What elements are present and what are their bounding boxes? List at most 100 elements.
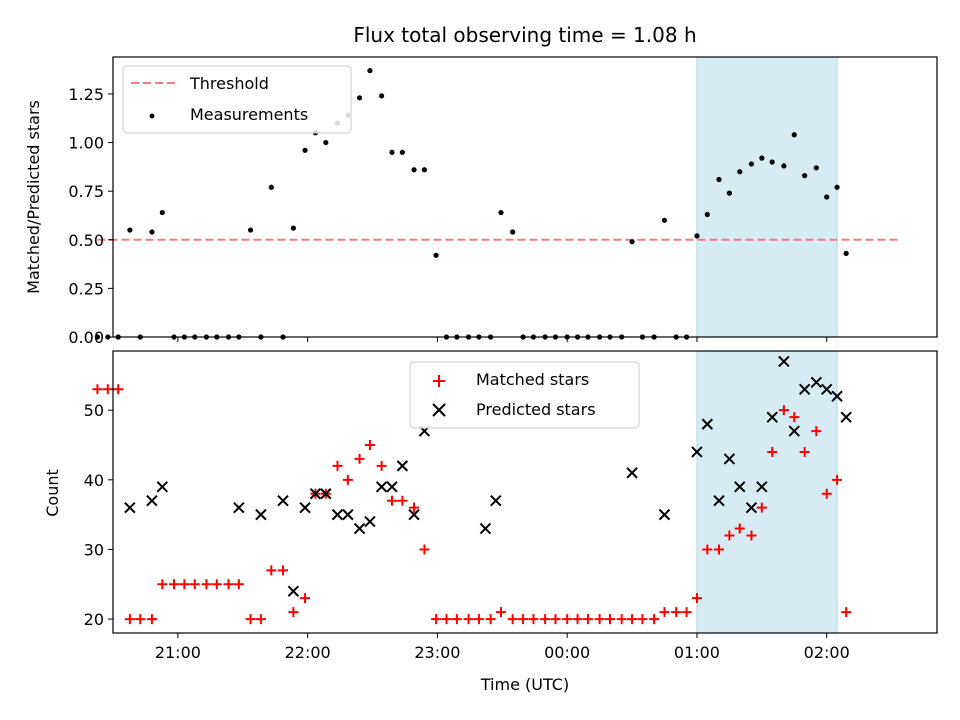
top-axes-frame	[112, 56, 938, 338]
top-panel: 0.00 0.25 0.50 0.75 1.00 1.25 Matched/Predict…	[24, 56, 938, 347]
bottom-y-ticks: 20 30 40 50	[84, 401, 113, 629]
top-ytick-label: 1.25	[68, 85, 104, 104]
legend-predicted-label: Predicted stars	[476, 400, 596, 419]
matched-star-point	[485, 614, 496, 625]
matched-star-point	[463, 614, 474, 625]
matched-star-point	[507, 614, 518, 625]
matched-star-point	[594, 614, 605, 625]
predicted-star-point	[124, 501, 136, 514]
matched-star-point	[386, 495, 397, 506]
measurement-point	[498, 209, 504, 216]
matched-star-point	[364, 440, 375, 450]
measurement-point	[159, 209, 165, 216]
matched-star-point	[778, 405, 789, 416]
matched-star-point	[409, 502, 420, 513]
predicted-star-point	[309, 488, 322, 500]
predicted-star-point	[364, 515, 376, 528]
matched-star-point	[354, 453, 365, 464]
matched-star-point	[811, 426, 822, 437]
predicted-star-point	[156, 481, 169, 493]
matched-star-point	[168, 579, 179, 590]
matched-star-point	[473, 614, 484, 625]
predicted-star-point	[299, 501, 311, 514]
legend-matched-label: Matched stars	[476, 370, 589, 389]
measurement-point	[802, 173, 808, 179]
measurement-point	[716, 176, 722, 183]
predicted-star-point	[820, 383, 833, 396]
predicted-star-point	[691, 446, 703, 458]
bottom-ytick-label: 50	[84, 401, 104, 420]
measurement-point	[704, 211, 710, 218]
measurement-point	[105, 334, 111, 340]
matched-star-point	[201, 579, 212, 590]
bottom-ytick-label: 30	[84, 540, 104, 559]
predicted-star-point	[713, 494, 725, 507]
matched-star-point	[616, 614, 627, 625]
matched-star-point	[495, 607, 506, 618]
matched-star-point	[255, 614, 266, 625]
predicted-star-point	[146, 494, 158, 507]
top-legend-box	[122, 65, 352, 134]
matched-star-point	[451, 614, 462, 625]
matched-star-point	[789, 412, 800, 423]
bottom-legend: Matched stars Predicted stars	[409, 361, 640, 429]
predicted-star-point	[408, 508, 420, 521]
bottom-shaded-region	[696, 350, 838, 634]
legend-matched-swatch	[433, 375, 445, 387]
predicted-star-point	[479, 522, 492, 535]
bottom-xtick-label: 02:00	[804, 643, 850, 662]
matched-star-point	[582, 614, 593, 625]
matched-star-point	[756, 502, 767, 513]
top-shaded-region	[696, 56, 838, 338]
predicted-star-point	[375, 481, 388, 493]
top-y-ticks: 0.00 0.25 0.50 0.75 1.00 1.25	[68, 85, 113, 347]
matched-star-point	[691, 593, 702, 604]
bottom-xtick-label: 23:00	[414, 643, 460, 662]
measurement-point	[813, 165, 819, 171]
matched-star-point	[223, 579, 234, 590]
bottom-y-axis-label: Count	[43, 469, 62, 517]
bottom-ytick-label: 40	[84, 471, 104, 490]
predicted-star-point	[734, 481, 746, 493]
measurement-point	[367, 68, 373, 74]
matched-star-point	[767, 446, 778, 457]
measurement-point	[694, 233, 700, 239]
measurement-point	[399, 149, 405, 155]
matched-star-point	[277, 565, 288, 576]
top-ytick-label: 1.00	[68, 134, 104, 153]
measurement-point	[629, 239, 635, 245]
bottom-x-ticks: 21:00 22:00 23:00 00:00 01:00 02:00	[155, 633, 850, 662]
matched-star-point	[124, 614, 135, 625]
matched-star-point	[799, 446, 810, 457]
predicted-star-point	[658, 508, 671, 521]
measurement-point	[421, 167, 428, 173]
legend-predicted-swatch	[432, 403, 446, 417]
measurement-point	[781, 163, 787, 169]
measurement-point	[510, 229, 516, 235]
top-ytick-label: 0.00	[68, 328, 104, 347]
predicted-stars-points	[124, 355, 852, 597]
matched-star-point	[550, 614, 561, 625]
matched-star-point	[92, 384, 103, 395]
observing-window	[696, 56, 838, 338]
matched-star-point	[821, 488, 832, 499]
predicted-star-point	[745, 501, 758, 514]
matched-star-point	[245, 614, 256, 625]
predicted-star-point	[701, 418, 714, 430]
legend-threshold-label: Threshold	[189, 74, 269, 93]
measurement-point	[843, 250, 849, 256]
matched-star-point	[724, 530, 735, 541]
top-y-axis-label: Matched/Predicted stars	[24, 100, 43, 294]
chart-title: Flux total observing time = 1.08 h	[353, 23, 696, 47]
matched-star-point	[734, 523, 745, 534]
bottom-legend-box	[409, 361, 640, 429]
predicted-star-point	[626, 467, 638, 479]
matched-star-point	[397, 495, 408, 506]
matched-star-point	[562, 614, 573, 625]
matched-star-point	[376, 460, 387, 471]
bottom-xtick-label: 21:00	[155, 643, 201, 662]
measurement-point	[94, 334, 101, 340]
predicted-star-point	[353, 522, 366, 535]
matched-star-point	[113, 384, 124, 395]
measurement-point	[149, 229, 155, 235]
